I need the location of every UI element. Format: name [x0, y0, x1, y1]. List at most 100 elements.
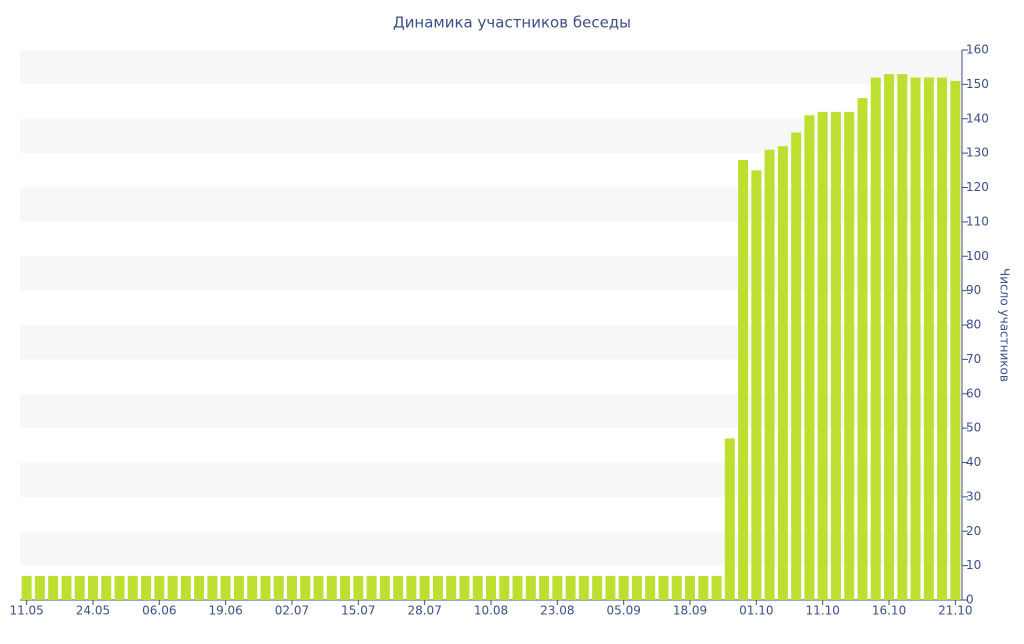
bar — [127, 575, 138, 600]
bar — [154, 575, 165, 600]
bar — [791, 132, 802, 600]
bar — [233, 575, 244, 600]
bar — [353, 575, 364, 600]
y-tick-label: 130 — [966, 146, 989, 160]
bar — [393, 575, 404, 600]
y-tick-label: 30 — [966, 489, 981, 503]
y-tick-label: 70 — [966, 352, 981, 366]
bar — [897, 74, 908, 600]
bar — [830, 111, 841, 600]
bar — [340, 575, 351, 600]
bar — [74, 575, 85, 600]
bar — [764, 149, 775, 600]
chart-title: Динамика участников беседы — [393, 14, 631, 32]
bar — [539, 575, 550, 600]
bar — [525, 575, 536, 600]
bar — [631, 575, 642, 600]
bar — [406, 575, 417, 600]
bar — [61, 575, 72, 600]
bar — [844, 111, 855, 600]
y-tick-label: 100 — [966, 249, 989, 263]
y-tick-label: 40 — [966, 455, 981, 469]
bar — [432, 575, 443, 600]
x-tick-label: 23.08 — [540, 604, 574, 618]
bar — [300, 575, 311, 600]
x-tick-label: 11.10 — [806, 604, 840, 618]
bar — [618, 575, 629, 600]
bar — [658, 575, 669, 600]
y-tick-label: 110 — [966, 214, 989, 228]
bar — [313, 575, 324, 600]
bar — [910, 77, 921, 600]
bar — [578, 575, 589, 600]
y-tick-label: 90 — [966, 283, 981, 297]
x-tick-label: 10.08 — [474, 604, 508, 618]
y-tick-label: 60 — [966, 386, 981, 400]
bar — [326, 575, 337, 600]
bar — [194, 575, 205, 600]
bar — [48, 575, 59, 600]
x-tick-label: 01.10 — [739, 604, 773, 618]
bar — [180, 575, 191, 600]
bar — [884, 74, 895, 600]
bar — [565, 575, 576, 600]
bar — [592, 575, 603, 600]
x-tick-label: 05.09 — [606, 604, 640, 618]
bar — [552, 575, 563, 600]
bar — [260, 575, 271, 600]
bar — [472, 575, 483, 600]
bar — [857, 98, 868, 600]
bar — [724, 438, 735, 600]
bar — [937, 77, 948, 600]
y-axis-label: Число участников — [998, 268, 1012, 382]
y-tick-label: 20 — [966, 524, 981, 538]
bar — [34, 575, 45, 600]
bar — [419, 575, 430, 600]
bar — [671, 575, 682, 600]
bar — [711, 575, 722, 600]
bar — [817, 111, 828, 600]
x-tick-label: 16.10 — [872, 604, 906, 618]
x-tick-label: 02.07 — [275, 604, 309, 618]
x-tick-label: 21.10 — [938, 604, 972, 618]
bar — [286, 575, 297, 600]
y-tick-label: 10 — [966, 558, 981, 572]
bar — [207, 575, 218, 600]
bar — [247, 575, 258, 600]
bar — [645, 575, 656, 600]
bar — [804, 115, 815, 600]
bar — [486, 575, 496, 600]
bar — [114, 575, 125, 600]
bar — [499, 575, 510, 600]
bar — [777, 146, 788, 600]
bar — [870, 77, 881, 600]
bar — [220, 575, 231, 600]
bar — [698, 575, 709, 600]
y-tick-label: 0 — [966, 593, 974, 607]
x-tick-label: 18.09 — [673, 604, 707, 618]
bar — [21, 575, 32, 600]
bar — [273, 575, 284, 600]
bar — [101, 575, 112, 600]
x-tick-label: 15.07 — [341, 604, 375, 618]
bar — [366, 575, 377, 600]
bar — [751, 170, 762, 600]
bar — [87, 575, 98, 600]
y-tick-label: 50 — [966, 421, 981, 435]
bar — [167, 575, 178, 600]
x-tick-label: 06.06 — [142, 604, 176, 618]
bar — [379, 575, 390, 600]
bar — [605, 575, 616, 600]
y-tick-label: 160 — [966, 43, 989, 57]
bar — [459, 575, 470, 600]
bar — [446, 575, 457, 600]
bar — [685, 575, 696, 600]
x-tick-label: 11.05 — [9, 604, 43, 618]
bar — [738, 160, 749, 600]
x-tick-label: 24.05 — [76, 604, 110, 618]
grid-band — [20, 50, 962, 85]
bar — [512, 575, 523, 600]
x-tick-label: 28.07 — [407, 604, 441, 618]
bar — [141, 575, 152, 600]
